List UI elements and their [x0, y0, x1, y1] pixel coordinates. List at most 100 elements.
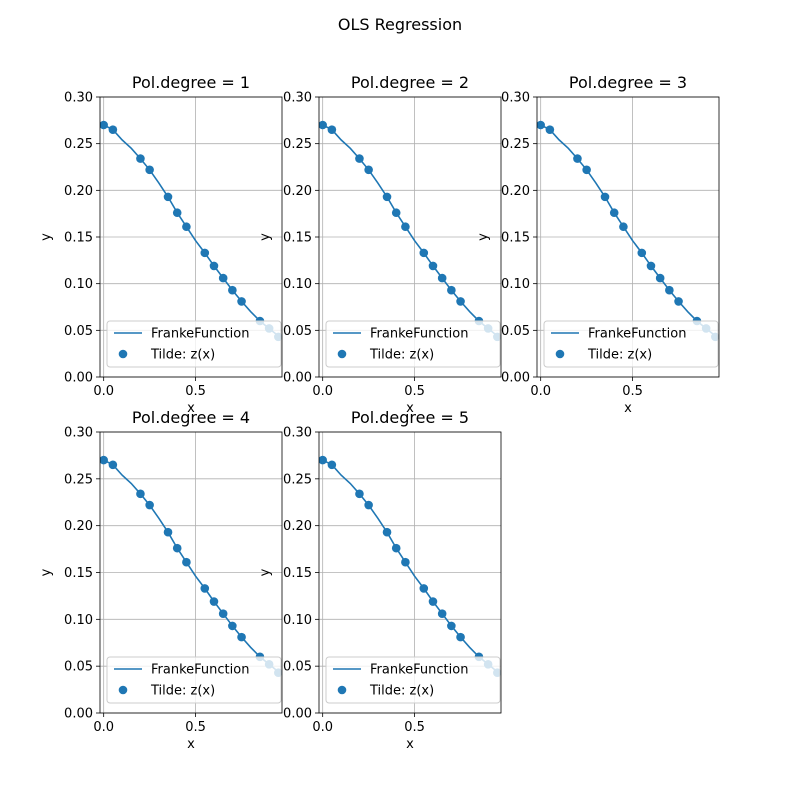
subplot-5-legend-label-0: FrankeFunction	[370, 663, 468, 678]
subplot-4-ytick-label-2: 0.10	[64, 613, 93, 628]
subplot-2-scatter-point-0	[319, 120, 327, 130]
subplot-4-scatter-point-2	[136, 489, 145, 499]
subplot-4-scatter-point-6	[182, 557, 191, 567]
subplot-1-legend-frame	[106, 320, 282, 368]
subplot-4-scatter-point-11	[237, 632, 246, 642]
figure-title: OLS Regression	[338, 15, 462, 34]
subplot-1-ytick-label-3: 0.15	[64, 231, 93, 246]
subplot-1-legend-label-0: FrankeFunction	[151, 327, 249, 342]
subplot-3-legend: FrankeFunction Tilde: z(x)	[543, 320, 719, 368]
subplot-3-scatter-point-0	[537, 120, 545, 130]
subplot-2-ytick-label-1: 0.05	[283, 324, 312, 339]
subplot-3-legend-label-0: FrankeFunction	[588, 327, 686, 342]
subplot-4-ytick-label-0: 0.00	[64, 707, 93, 722]
subplot-5-title: Pol.degree = 5	[351, 408, 469, 427]
subplot-1: 0.0 0.5 0.00 0.05 0.10 0.15 0.20 0.25 0.30 x y Pol.…	[39, 73, 283, 416]
subplot-3-scatter-point-8	[646, 261, 656, 271]
subplot-3: 0.0 0.5 0.00 0.05 0.10 0.15 0.20 0.25 0.30 x y Pol.…	[476, 73, 720, 416]
subplot-3-series-line	[540, 124, 716, 337]
subplot-4-scatter-point-3	[145, 500, 154, 510]
subplot-4-ytick-label-5: 0.25	[64, 472, 93, 487]
subplot-3-xtick-label-0: 0.0	[530, 384, 551, 399]
subplot-2-legend-label-1: Tilde: z(x)	[369, 348, 434, 363]
subplot-2-scatter-point-4	[382, 192, 392, 202]
subplot-1-ytick-label-6: 0.30	[64, 91, 93, 106]
subplot-2-scatter-point-3	[364, 165, 373, 175]
subplot-1-xlabel: x	[187, 401, 195, 416]
subplot-3-scatter-point-5	[609, 208, 619, 218]
subplot-5-ylabel: y	[258, 568, 273, 576]
subplot-5-ytick-label-1: 0.05	[283, 660, 312, 675]
subplot-grid: 0.0 0.5 0.00 0.05 0.10 0.15 0.20 0.25 0.30 x y Pol.…	[39, 73, 720, 752]
subplot-1-ytick-label-2: 0.10	[64, 277, 93, 292]
subplot-3-ytick-label-3: 0.15	[501, 231, 530, 246]
subplot-5-xtick-label-1: 0.5	[404, 720, 425, 735]
subplot-1-ytick-label-4: 0.20	[64, 184, 93, 199]
subplot-5-ytick-label-0: 0.00	[283, 707, 312, 722]
subplot-5-xlabel: x	[406, 737, 414, 752]
subplot-1-scatter-point-4	[163, 192, 173, 202]
subplot-5-scatter-point-7	[419, 584, 429, 593]
subplot-1-scatter-point-2	[136, 154, 145, 163]
subplot-5-scatter-point-4	[382, 527, 392, 537]
subplot-3-title: Pol.degree = 3	[569, 73, 687, 92]
subplot-2-scatter-point-8	[428, 261, 438, 271]
subplot-5-ytick-label-3: 0.15	[283, 566, 312, 581]
subplot-3-ylabel: y	[476, 233, 491, 241]
subplot-3-scatter-point-1	[545, 125, 555, 134]
subplot-4-title: Pol.degree = 4	[132, 408, 250, 427]
subplot-3-legend-label-1: Tilde: z(x)	[587, 348, 652, 363]
subplot-3-legend-marker-swatch	[555, 349, 565, 359]
subplot-3-xtick-label-1: 0.5	[622, 384, 643, 399]
subplot-5-scatter-point-1	[327, 460, 337, 470]
subplot-2-ytick-label-6: 0.30	[283, 91, 312, 106]
subplot-1-scatter-point-9	[218, 273, 228, 283]
subplot-4: 0.0 0.5 0.00 0.05 0.10 0.15 0.20 0.25 0.30 x y Pol.…	[39, 408, 283, 752]
subplot-1-scatter-point-0	[100, 120, 108, 130]
subplot-4-ytick-label-6: 0.30	[64, 426, 93, 441]
subplot-2-scatter-point-10	[447, 285, 456, 295]
subplot-3-scatter-point-11	[674, 297, 683, 306]
subplot-2-legend-label-0: FrankeFunction	[370, 327, 468, 342]
subplot-5-scatter-point-0	[319, 455, 327, 465]
subplot-3-scatter-point-2	[573, 154, 582, 163]
subplot-2-xtick-label-1: 0.5	[404, 384, 425, 399]
subplot-1-ylabel: y	[39, 233, 54, 241]
subplot-4-ytick-label-4: 0.20	[64, 519, 93, 534]
subplot-1-legend-marker-swatch	[118, 349, 128, 359]
subplot-3-scatter-point-10	[665, 285, 674, 295]
subplot-2-scatter-point-5	[391, 208, 401, 218]
subplot-4-legend: FrankeFunction Tilde: z(x)	[106, 656, 282, 704]
subplot-4-ytick-label-3: 0.15	[64, 566, 93, 581]
subplot-5-legend: FrankeFunction Tilde: z(x)	[325, 656, 501, 704]
subplot-3-scatter-point-4	[600, 192, 610, 202]
subplot-3-legend-frame	[543, 320, 719, 368]
subplot-4-xlabel: x	[187, 737, 195, 752]
subplot-2-ylabel: y	[258, 233, 273, 241]
subplot-2-xtick-label-0: 0.0	[312, 384, 333, 399]
subplot-1-scatter-point-1	[108, 125, 118, 134]
subplot-1-title: Pol.degree = 1	[132, 73, 250, 92]
subplot-2-ytick-label-3: 0.15	[283, 231, 312, 246]
subplot-1-scatter-point-6	[182, 222, 191, 232]
subplot-5-series-line	[322, 459, 498, 673]
subplot-4-xtick-label-0: 0.0	[93, 720, 114, 735]
subplot-3-ytick-label-4: 0.20	[501, 184, 530, 199]
subplot-1-xtick-label-0: 0.0	[93, 384, 114, 399]
subplot-3-scatter-point-3	[582, 165, 591, 175]
subplot-4-xtick-label-1: 0.5	[185, 720, 206, 735]
subplot-2-scatter-point-6	[401, 222, 410, 232]
subplot-5-ytick-label-6: 0.30	[283, 426, 312, 441]
subplot-1-series-line	[103, 124, 279, 337]
subplot-2-scatter-point-11	[456, 297, 465, 306]
subplot-5-legend-marker-swatch	[337, 685, 347, 695]
subplot-1-ytick-label-1: 0.05	[64, 324, 93, 339]
subplot-3-ytick-label-1: 0.05	[501, 324, 530, 339]
subplot-5-xtick-label-0: 0.0	[312, 720, 333, 735]
subplot-5-ytick-label-4: 0.20	[283, 519, 312, 534]
subplot-4-legend-frame	[106, 656, 282, 704]
subplot-5-scatter-point-2	[355, 489, 364, 499]
subplot-4-scatter-point-1	[108, 460, 118, 470]
subplot-2-series-line	[322, 124, 498, 337]
